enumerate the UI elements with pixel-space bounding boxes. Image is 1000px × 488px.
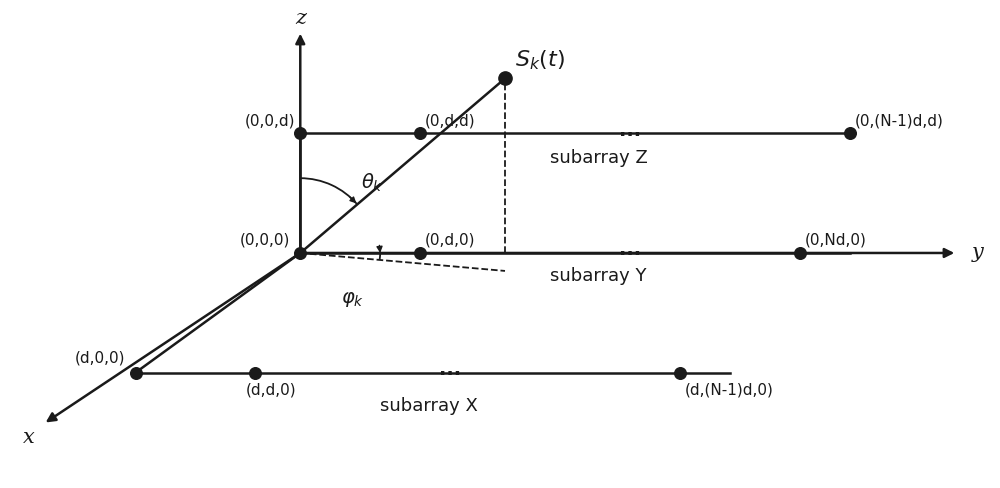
Text: (0,d,0): (0,d,0) xyxy=(425,233,476,248)
Text: (d,d,0): (d,d,0) xyxy=(245,383,296,398)
Point xyxy=(672,369,688,377)
Text: (0,0,d): (0,0,d) xyxy=(245,113,295,128)
Text: subarray X: subarray X xyxy=(380,397,478,414)
Text: ...: ... xyxy=(439,360,461,379)
Text: y: y xyxy=(971,244,983,263)
Point xyxy=(292,249,308,257)
Text: subarray Y: subarray Y xyxy=(550,267,646,285)
Text: $S_k(t)$: $S_k(t)$ xyxy=(515,49,565,72)
Text: (0,d,d): (0,d,d) xyxy=(425,113,476,128)
Point xyxy=(497,75,513,82)
Text: (d,0,0): (d,0,0) xyxy=(75,351,126,366)
Text: subarray Z: subarray Z xyxy=(550,149,648,167)
Text: (0,0,0): (0,0,0) xyxy=(240,233,290,248)
Text: (0,(N-1)d,d): (0,(N-1)d,d) xyxy=(855,113,943,128)
Point xyxy=(842,129,858,137)
Text: $\theta_k$: $\theta_k$ xyxy=(361,172,383,194)
Text: x: x xyxy=(23,428,35,447)
Text: $\varphi_k$: $\varphi_k$ xyxy=(341,290,364,309)
Text: (d,(N-1)d,0): (d,(N-1)d,0) xyxy=(685,383,774,398)
Point xyxy=(792,249,808,257)
Text: z: z xyxy=(295,9,306,28)
Point xyxy=(412,249,428,257)
Point xyxy=(128,369,144,377)
Text: ...: ... xyxy=(619,121,641,140)
Point xyxy=(247,369,263,377)
Text: (0,Nd,0): (0,Nd,0) xyxy=(805,233,866,248)
Point xyxy=(412,129,428,137)
Point xyxy=(292,129,308,137)
Text: ...: ... xyxy=(619,241,641,260)
